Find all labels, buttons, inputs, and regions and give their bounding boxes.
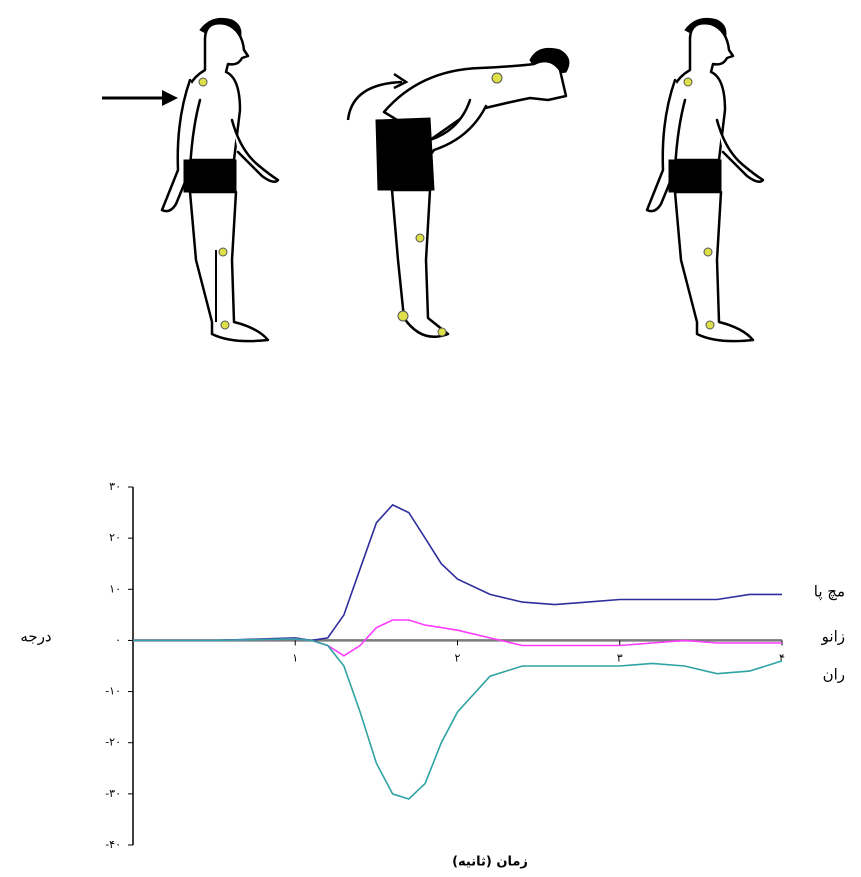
series-line [133, 505, 782, 641]
y-tick-label: -۴۰ [105, 838, 121, 851]
x-tick-label: ۲ [455, 651, 461, 664]
x-tick-label: ۳ [617, 651, 623, 664]
y-tick-label: ۳۰ [109, 480, 121, 493]
y-tick-label: -۳۰ [105, 787, 121, 800]
bending-figure [348, 48, 569, 336]
legend-label: ران [823, 666, 845, 684]
y-tick-label: ۲۰ [109, 531, 121, 544]
x-tick-label: ۴ [779, 651, 785, 664]
series-line [133, 620, 782, 656]
legend-label: زانو [821, 628, 845, 646]
x-axis-label: زمان (ثانیه) [452, 855, 528, 870]
y-tick-label: ۰ [115, 633, 121, 646]
y-tick-label: -۲۰ [105, 736, 121, 749]
y-tick-label: -۱۰ [105, 685, 121, 698]
y-axis-label: درجه [20, 628, 51, 646]
figure: درجه زمان (ثانیه) ۳۰ ۲۰ ۱۰ ۰ -۱۰ -۲۰ -۳۰ -۴۰ ۱ ۲ ۳… [0, 0, 861, 877]
standing-figure [647, 18, 763, 341]
x-tick-label: ۱ [292, 651, 298, 664]
arrow-head [162, 90, 178, 106]
legend-label: مچ پا [814, 583, 845, 602]
standing-figure [162, 18, 278, 341]
y-tick-label: ۱۰ [109, 582, 121, 595]
posture-illustrations [102, 18, 763, 341]
